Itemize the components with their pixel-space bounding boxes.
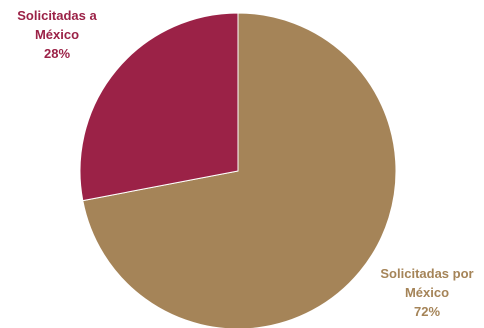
slice-category-label: México: [35, 27, 79, 42]
pie-slices: [79, 12, 397, 328]
pie-slice-label-1: Solicitadas a México 28%: [17, 8, 97, 61]
pie-slice-1: [79, 12, 239, 202]
slice-percent-label: 28%: [44, 46, 70, 61]
pie-slice-label-0: Solicitadas por México 72%: [380, 266, 473, 319]
pie-labels: Solicitadas por México 72% Solicitadas a Méx…: [17, 8, 473, 319]
slice-category-label: México: [405, 285, 449, 300]
slice-percent-label: 72%: [414, 304, 440, 319]
pie-slice-0: [82, 12, 397, 328]
slice-category-label: Solicitadas a: [17, 8, 97, 23]
slice-category-label: Solicitadas por: [380, 266, 473, 281]
